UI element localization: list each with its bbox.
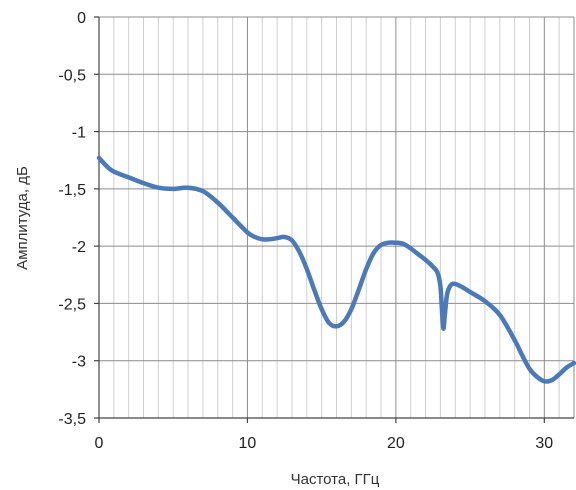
y-tick-label: -0,5 xyxy=(58,67,86,84)
y-axis-label: Амплитуда, дБ xyxy=(14,166,31,270)
axes xyxy=(94,16,574,423)
y-tick-label: -3,5 xyxy=(58,411,86,428)
x-tick-label: 30 xyxy=(535,435,553,452)
series-line xyxy=(96,155,576,384)
y-tick-label: -3 xyxy=(72,354,86,371)
y-tick-label: -2,5 xyxy=(58,296,86,313)
y-tick-label: -1,5 xyxy=(58,182,86,199)
x-tick-label: 10 xyxy=(239,435,257,452)
series-group xyxy=(96,155,576,384)
y-tick-labels: 0 -0,5 -1 -1,5 -2 -2,5 -3 -3,5 xyxy=(58,10,86,428)
y-tick-label: -2 xyxy=(72,239,86,256)
y-tick-label: -1 xyxy=(72,125,86,142)
x-tick-label: 0 xyxy=(95,435,104,452)
y-tick-label: 0 xyxy=(77,10,86,27)
x-axis-label: Частота, ГГц xyxy=(291,471,380,488)
minor-grid xyxy=(113,17,560,418)
x-tick-label: 20 xyxy=(387,435,405,452)
x-tick-labels: 0 10 20 30 xyxy=(95,435,554,452)
